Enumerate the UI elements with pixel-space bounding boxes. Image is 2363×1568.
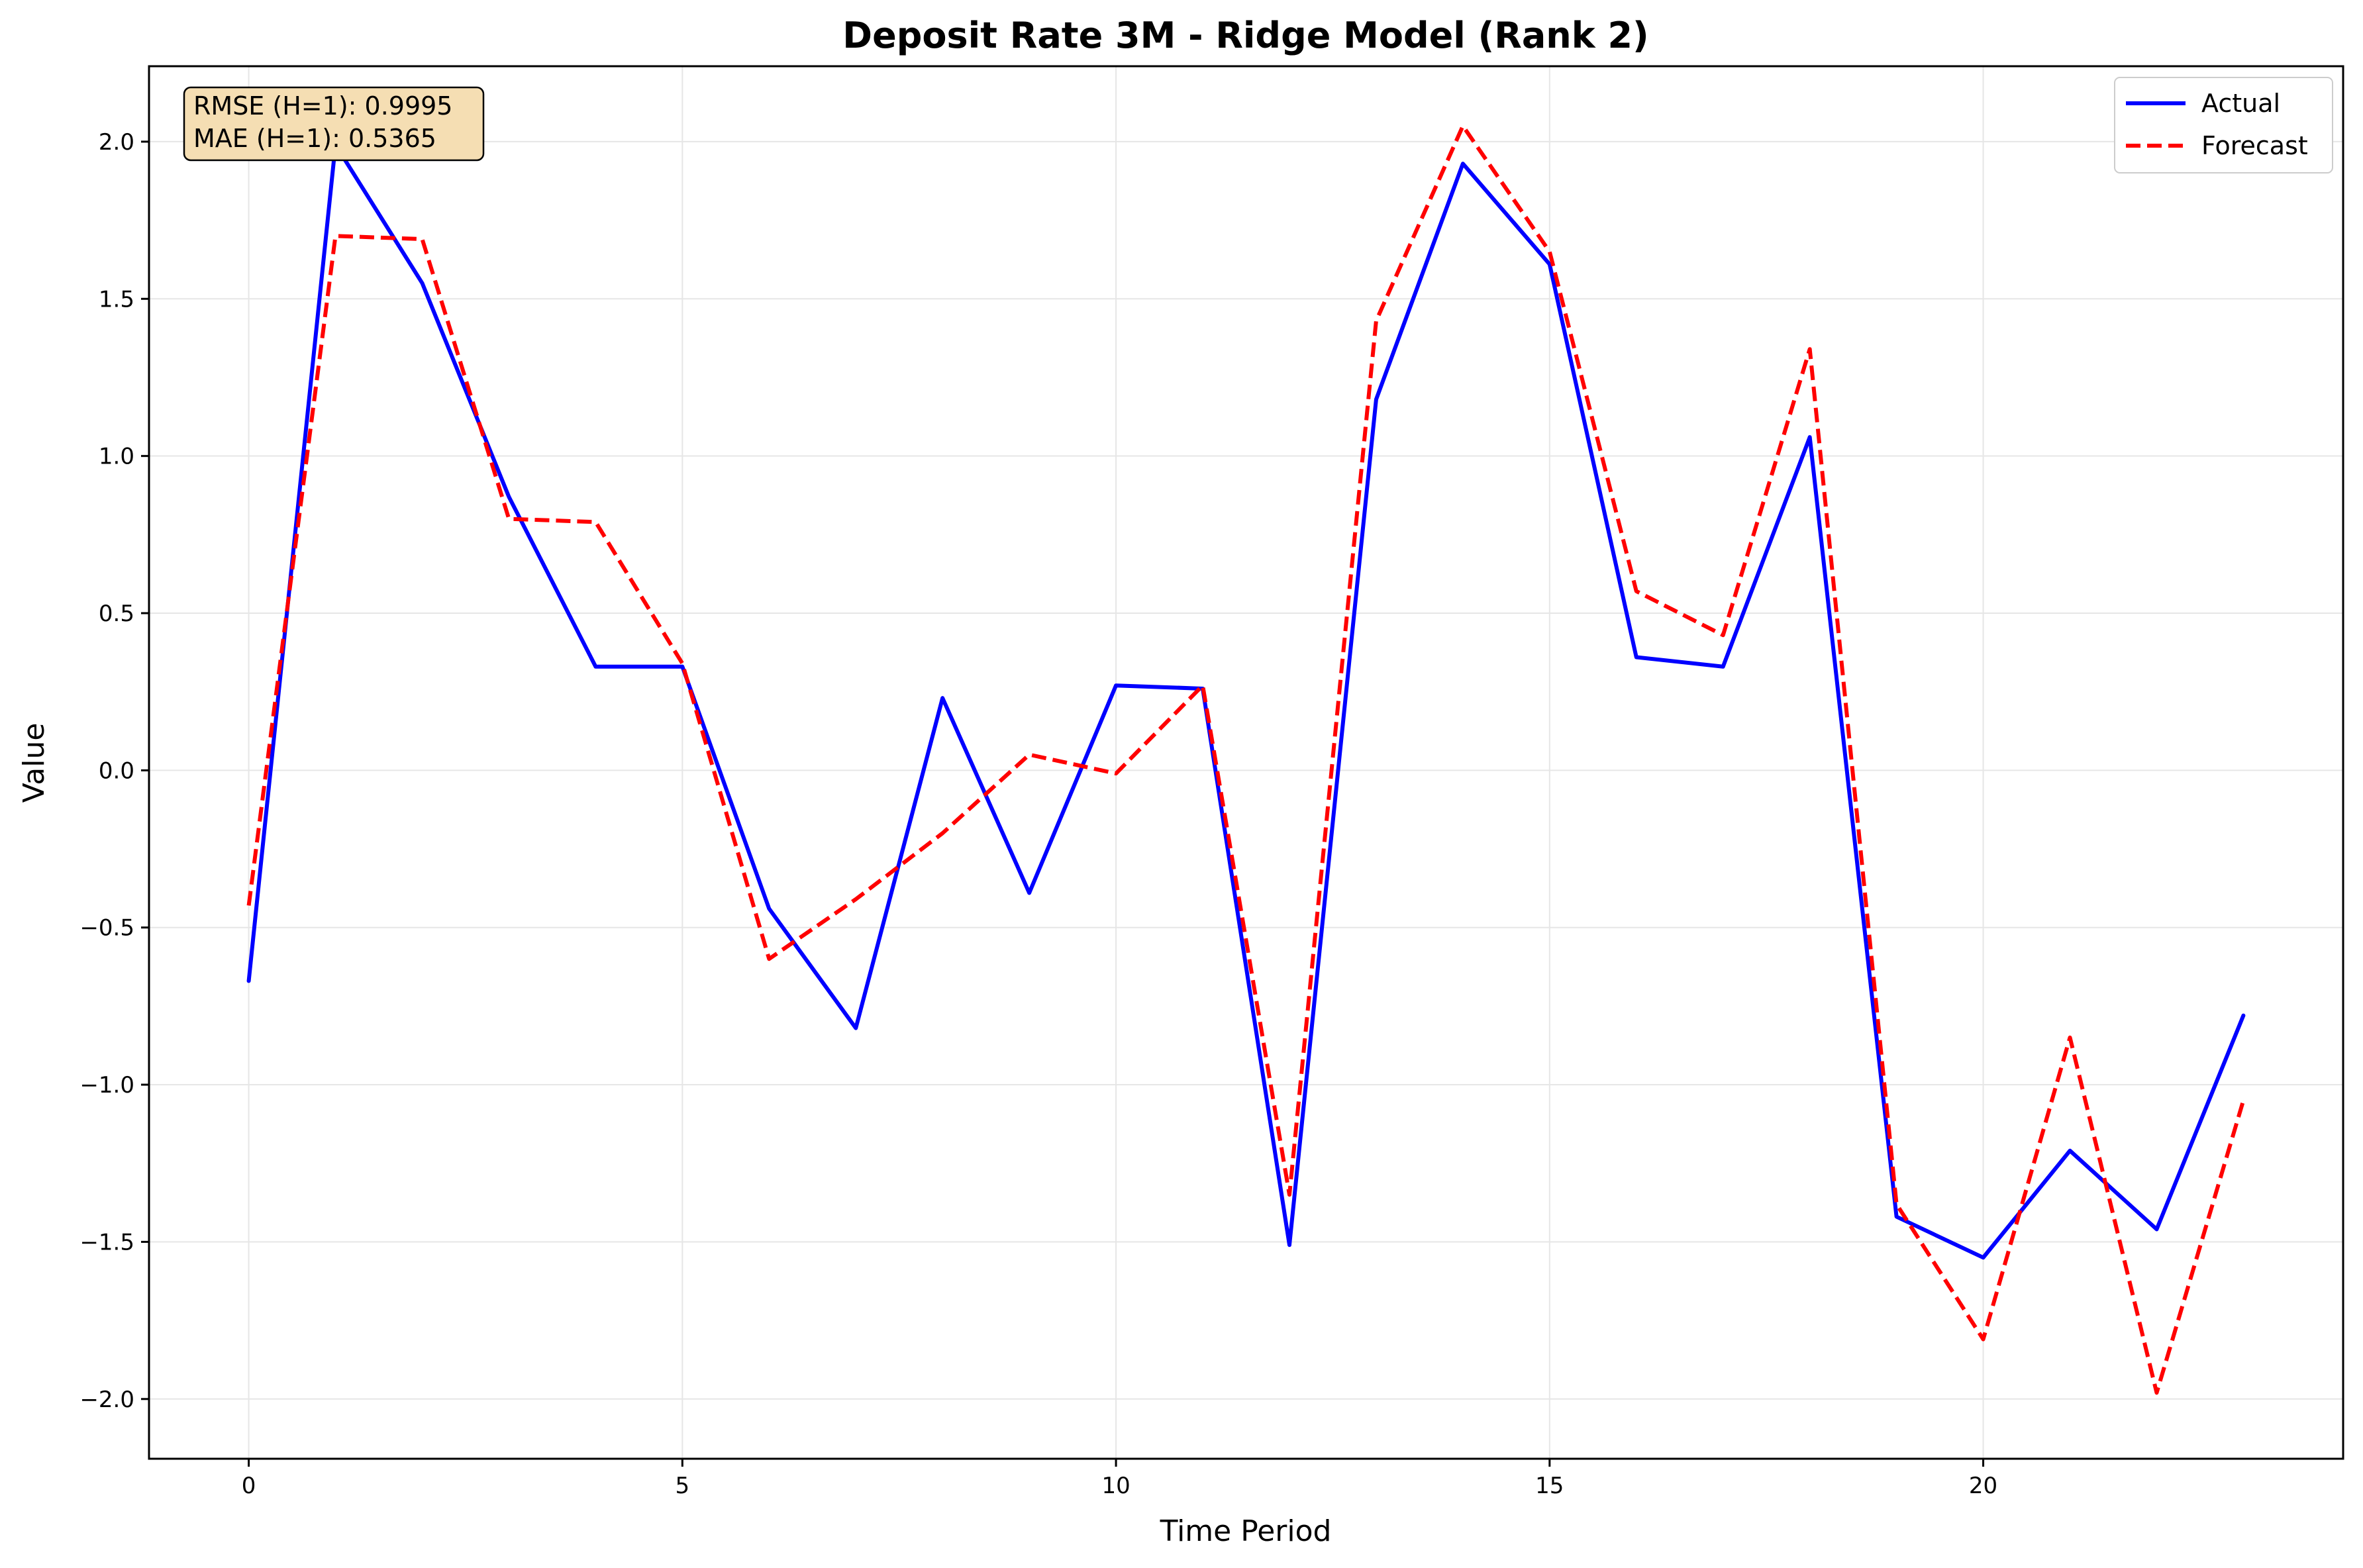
metrics-box-background (183, 86, 485, 162)
chart-title: Deposit Rate 3M - Ridge Model (Rank 2) (842, 15, 1648, 56)
legend: Actual Forecast (2114, 77, 2333, 173)
rmse-text: RMSE (H=1): 0.9995 (193, 91, 453, 121)
y-axis-ticks: 2.0 1.5 1.0 0.5 0.0 −0.5 −1.0 −1.5 −2.0 (79, 129, 149, 1413)
series-line-forecast (246, 124, 2246, 1395)
y-tick-label-1: 1.5 (99, 286, 134, 313)
x-tick-label-5: 5 (676, 1473, 690, 1499)
y-tick-label-8: −2.0 (79, 1387, 134, 1413)
y-tick-label-0: 2.0 (99, 129, 134, 156)
y-tick-label-2: 1.0 (99, 444, 134, 470)
grid (149, 66, 2343, 1459)
x-tick-label-15: 15 (1535, 1473, 1564, 1499)
metrics-box: RMSE (H=1): 0.9995 MAE (H=1): 0.5365 (183, 86, 485, 162)
legend-label-actual: Actual (2201, 89, 2280, 118)
x-tick-label-20: 20 (1969, 1473, 1997, 1499)
plot-area-frame (148, 65, 2344, 1460)
y-tick-label-5: −0.5 (79, 915, 134, 942)
series-lines (246, 124, 2246, 1395)
x-axis-ticks: 0 5 10 15 20 (242, 1459, 1997, 1499)
mae-text: MAE (H=1): 0.5365 (193, 124, 436, 153)
y-tick-label-6: −1.0 (79, 1072, 134, 1099)
x-tick-label-10: 10 (1101, 1473, 1130, 1499)
y-tick-label-4: 0.0 (99, 758, 134, 784)
x-axis-label: Time Period (1160, 1514, 1332, 1548)
y-axis-label: Value (17, 723, 51, 803)
y-tick-label-7: −1.5 (79, 1229, 134, 1255)
x-tick-label-0: 0 (242, 1473, 256, 1499)
y-tick-label-3: 0.5 (99, 601, 134, 627)
legend-label-forecast: Forecast (2201, 131, 2308, 160)
series-line-actual (246, 142, 2246, 1260)
